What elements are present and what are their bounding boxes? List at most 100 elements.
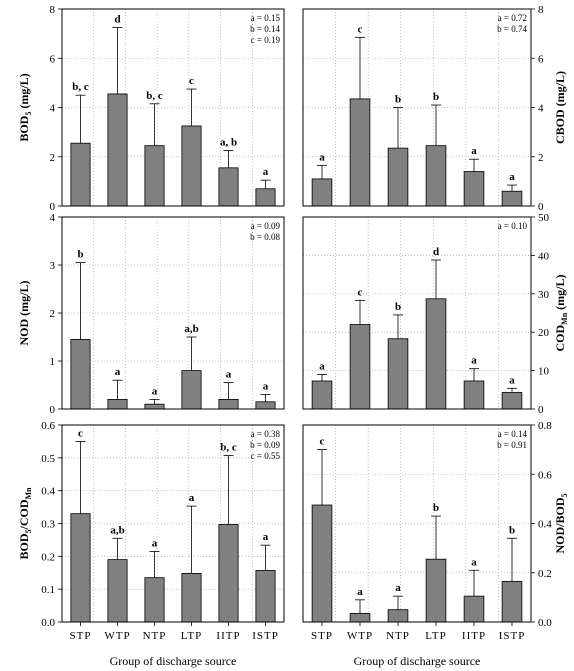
y-tick-label: 0.0 [41,617,55,629]
significance-letter: a [115,366,121,378]
panel-frame [302,8,532,207]
y-tick-label: 2 [50,308,56,320]
stat-annotation: a = 0.09 [251,221,281,231]
significance-letter: a,b [110,524,124,536]
significance-letter: d [114,13,120,25]
x-tick-label: IITP [462,630,486,642]
y-axis-label-subscript: 5 [24,112,33,116]
x-tick-label: STP [311,630,333,642]
significance-letter: a [395,582,401,594]
x-tick-label: LTP [181,630,203,642]
bar-IITP [218,167,239,207]
y-tick-label: 40 [538,250,550,262]
x-tick-label: NTP [386,630,410,642]
bar-NTP [387,338,409,410]
y-tick-label: 0.4 [538,519,552,531]
bar-IITP [218,398,239,410]
bar-NTP [387,147,409,207]
chart-panel-5: c a,b a a b, c a 0.0 0.1 0.2 0.3 0.4 0.5 0.6 BOD5/COD… [17,420,285,642]
y-tick-label: 6 [538,53,544,65]
chart-panel-6: c a a b a b 0.0 0.2 0.4 0.6 0.8 NOD/BOD5 a = 0.14b =… [302,420,569,642]
y-tick-label: 0.1 [41,584,55,596]
panel-frame [302,424,532,623]
y-tick-label: 0 [50,404,56,416]
significance-letter: a [152,385,158,397]
bar-IITP [463,380,485,410]
y-axis-label-subscript: 5 [24,529,33,533]
significance-letter: c [358,23,363,35]
y-tick-label: 8 [50,4,56,16]
bar-IITP [463,171,485,207]
stat-annotation: a = 0.10 [498,221,528,231]
y-tick-label: 8 [538,4,544,16]
y-tick-label: 0.6 [538,469,552,481]
y-axis-label-text: NOD/BOD [553,497,567,553]
significance-letter: a [471,355,477,367]
chart-panel-3: b a a a,b a a 0 1 2 3 4 NOD (mg/L) a = 0.09b = 0.08 [17,212,285,416]
significance-letter: c [320,436,325,448]
chart-panel-4: a c b d a a 0 10 20 30 40 50 CODMn (mg/L) a = 0.10 [302,212,569,416]
bar-LTP [425,298,447,410]
y-tick-label: 20 [538,327,550,339]
bar-LTP [181,370,202,410]
y-axis-label-text: COD [553,325,567,352]
y-tick-label: 2 [538,152,544,164]
panel-frame [61,8,285,207]
bar-STP [311,178,333,207]
significance-letter: b, c [72,81,89,93]
stat-annotation: a = 0.38 [251,429,281,439]
bar-WTP [349,324,371,410]
y-tick-label: 0.2 [538,568,552,580]
significance-letter: a [319,360,325,372]
y-axis-label-text: BOD [17,115,31,141]
chart-panel-2: a c b b a a 0 2 4 6 8 CBOD (mg/L) a = 0.72b = 0.74 [302,4,567,213]
y-axis-label: CODMn (mg/L) [553,274,569,351]
y-tick-label: 0.4 [41,486,55,498]
x-axis-label-left: Group of discharge source [109,654,237,668]
significance-letter: c [189,75,194,87]
significance-letter: c [78,427,83,439]
y-tick-label: 0.8 [538,420,552,432]
bar-STP [70,142,91,207]
y-axis-label: NOD/BOD5 [553,493,569,553]
x-tick-label: WTP [347,630,373,642]
significance-letter: a [319,151,325,163]
y-tick-label: 4 [50,212,56,224]
significance-letter: c [358,286,363,298]
significance-letter: b, c [220,442,237,454]
x-tick-label: LTP [425,630,447,642]
stat-annotation: b = 0.91 [497,440,527,450]
y-axis-label-text: BOD [17,533,31,559]
bar-STP [70,513,91,623]
bar-WTP [349,98,371,207]
significance-letter: a [152,537,158,549]
stat-annotation: a = 0.72 [498,13,527,23]
x-axis-label-right: Group of discharge source [353,654,481,668]
x-tick-label: ISTP [499,630,526,642]
y-tick-label: 0.0 [538,617,552,629]
significance-letter: d [433,246,439,258]
y-axis-label: BOD5/CODMn [17,487,33,560]
y-tick-label: 10 [538,366,550,378]
bar-ISTP [255,188,276,207]
bar-ISTP [501,580,523,623]
bar-NTP [144,403,165,410]
y-tick-label: 1 [50,356,56,368]
significance-letter: a [263,381,269,393]
bar-STP [311,504,333,623]
significance-letter: a [226,369,232,381]
stat-annotation: c = 0.55 [251,451,281,461]
y-axis-label-subscript: Mn [560,312,569,325]
y-tick-label: 0.3 [41,519,55,531]
y-axis-label-text: (mg/L) [553,274,567,312]
bar-NTP [144,145,165,207]
bar-WTP [107,398,128,410]
significance-letter: b [395,94,401,106]
y-tick-label: 4 [50,103,56,115]
y-tick-label: 0.6 [41,420,55,432]
x-tick-label: IITP [216,630,240,642]
y-tick-label: 2 [50,152,56,164]
stat-annotation: b = 0.09 [250,440,280,450]
y-axis-label-text: /COD [17,499,31,530]
